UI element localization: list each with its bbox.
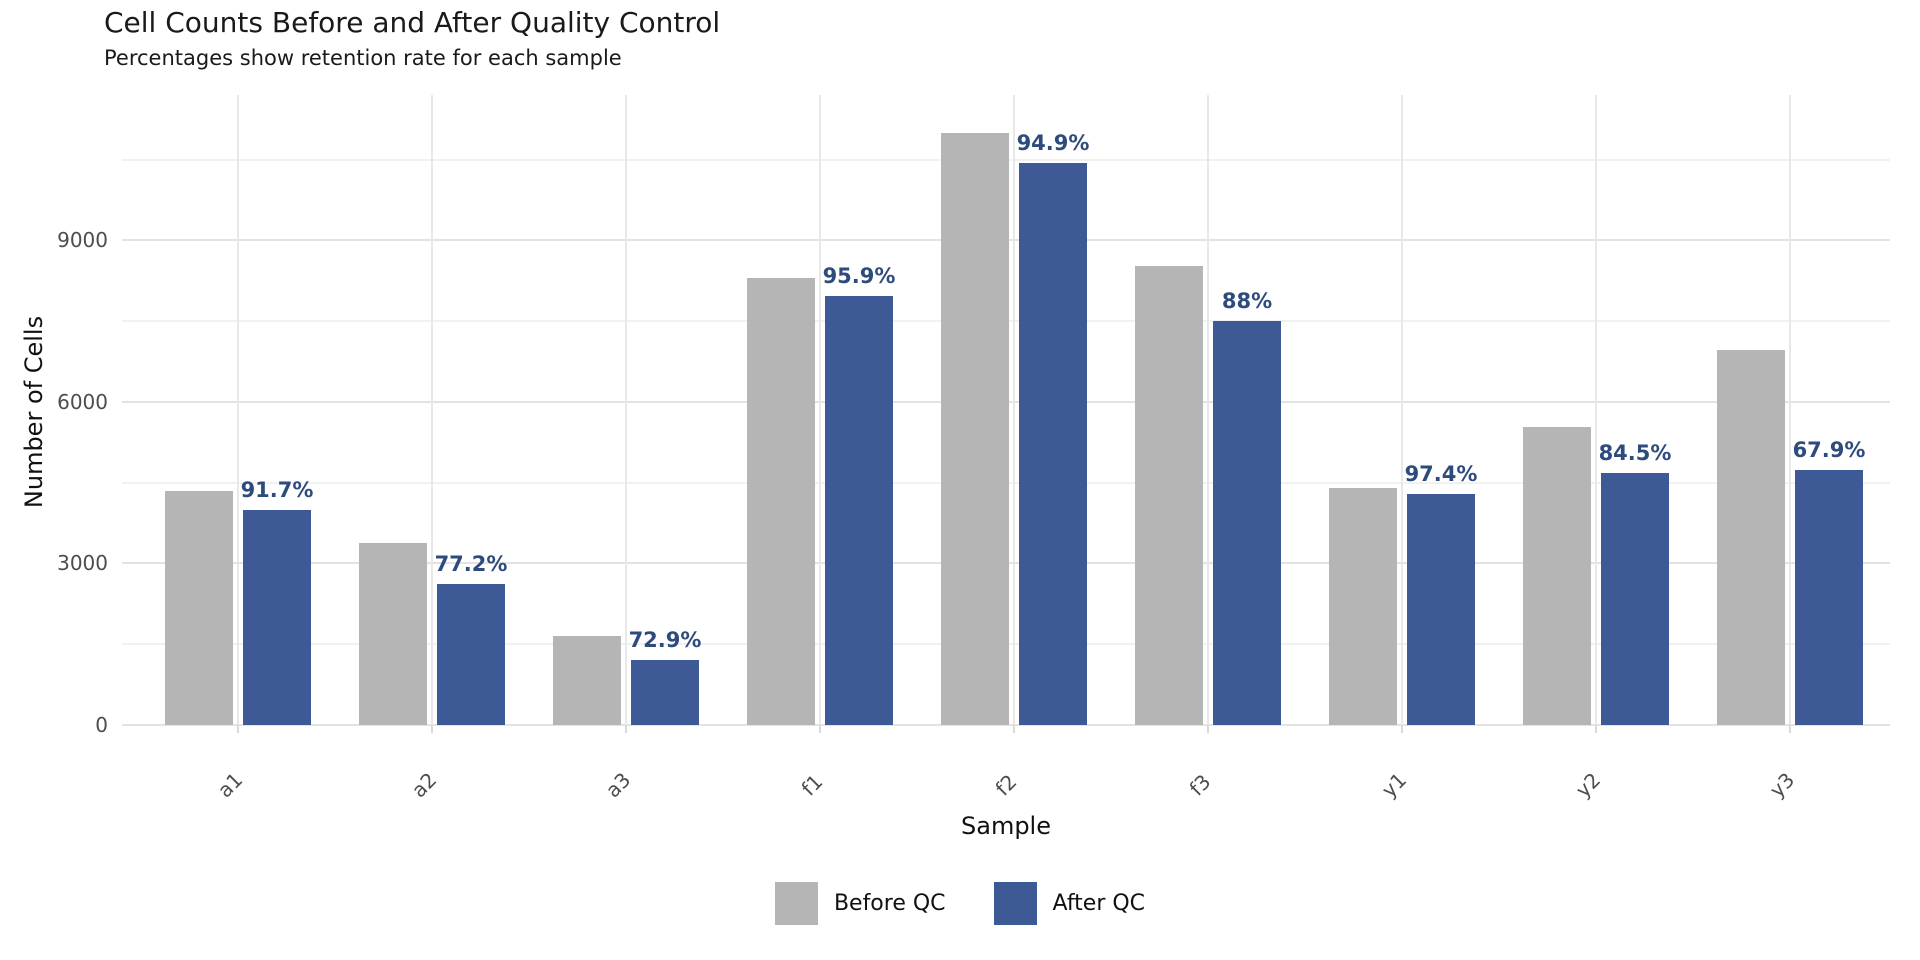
legend-item: Before QC xyxy=(774,882,946,925)
bar-after-qc-y2 xyxy=(1601,473,1669,725)
y-tick-label: 3000 xyxy=(57,551,108,576)
retention-label-a1: 91.7% xyxy=(240,478,314,503)
retention-label-y2: 84.5% xyxy=(1598,441,1672,465)
plot-panel: 91.7% 77.2% 72.9% 95.9% 94.9% 88% 97.4% 84.5% 67… xyxy=(122,95,1890,733)
retention-label-f1: 95.9% xyxy=(822,263,896,288)
bar-before-qc-a1 xyxy=(165,490,233,725)
x-tick-mark xyxy=(819,725,821,733)
bar-before-qc-y3 xyxy=(1717,349,1785,725)
bar-after-qc-a2 xyxy=(437,584,505,725)
y-tick-label: 0 xyxy=(95,713,108,737)
y-tick-label: 6000 xyxy=(57,389,108,414)
gridline-major xyxy=(122,724,1890,726)
x-tick-mark xyxy=(1401,725,1403,733)
bar-before-qc-f1 xyxy=(747,277,815,725)
legend-swatch xyxy=(774,882,818,925)
x-tick-mark xyxy=(1789,725,1791,733)
chart-subtitle: Percentages show retention rate for each… xyxy=(104,46,622,70)
legend: Before QC After QC xyxy=(0,882,1920,925)
gridline-vertical xyxy=(431,95,433,727)
x-tick-mark xyxy=(625,725,627,733)
bar-before-qc-a2 xyxy=(359,543,427,725)
bar-before-qc-f2 xyxy=(941,132,1009,725)
x-axis-label: Sample xyxy=(961,812,1051,840)
retention-label-f3: 88% xyxy=(1221,288,1273,313)
gridline-vertical xyxy=(237,95,239,727)
bar-after-qc-a3 xyxy=(631,659,699,725)
bar-after-qc-y3 xyxy=(1795,470,1863,725)
gridline-vertical xyxy=(1789,95,1791,727)
gridline-vertical xyxy=(1595,95,1597,727)
retention-label-y3: 67.9% xyxy=(1792,438,1866,463)
bar-before-qc-y1 xyxy=(1329,488,1397,725)
bar-after-qc-f1 xyxy=(825,295,893,725)
x-tick-mark xyxy=(1013,725,1015,733)
gridline-vertical xyxy=(625,95,627,727)
chart-title: Cell Counts Before and After Quality Con… xyxy=(104,6,721,39)
bar-after-qc-f3 xyxy=(1213,320,1281,725)
x-tick-mark xyxy=(431,725,433,733)
bar-before-qc-f3 xyxy=(1135,265,1203,725)
retention-label-f2: 94.9% xyxy=(1016,130,1090,155)
legend-label: After QC xyxy=(1052,891,1146,916)
y-tick-label: 9000 xyxy=(57,228,108,253)
bar-after-qc-a1 xyxy=(243,510,311,725)
x-tick-mark xyxy=(237,725,239,733)
gridline-vertical xyxy=(1207,95,1209,727)
retention-label-a3: 72.9% xyxy=(628,627,702,652)
gridline-vertical xyxy=(1401,95,1403,727)
bar-before-qc-a3 xyxy=(553,635,621,725)
x-tick-mark xyxy=(1595,725,1597,733)
bar-after-qc-y1 xyxy=(1407,494,1475,725)
gridline-vertical xyxy=(1013,95,1015,727)
bar-before-qc-y2 xyxy=(1523,426,1591,725)
bar-after-qc-f2 xyxy=(1019,162,1087,725)
legend-item: After QC xyxy=(993,882,1146,925)
legend-swatch xyxy=(993,882,1037,925)
x-tick-mark xyxy=(1207,725,1209,733)
retention-label-y1: 97.4% xyxy=(1404,462,1478,486)
retention-label-a2: 77.2% xyxy=(434,552,508,577)
legend-label: Before QC xyxy=(833,891,946,916)
gridline-vertical xyxy=(819,95,821,727)
